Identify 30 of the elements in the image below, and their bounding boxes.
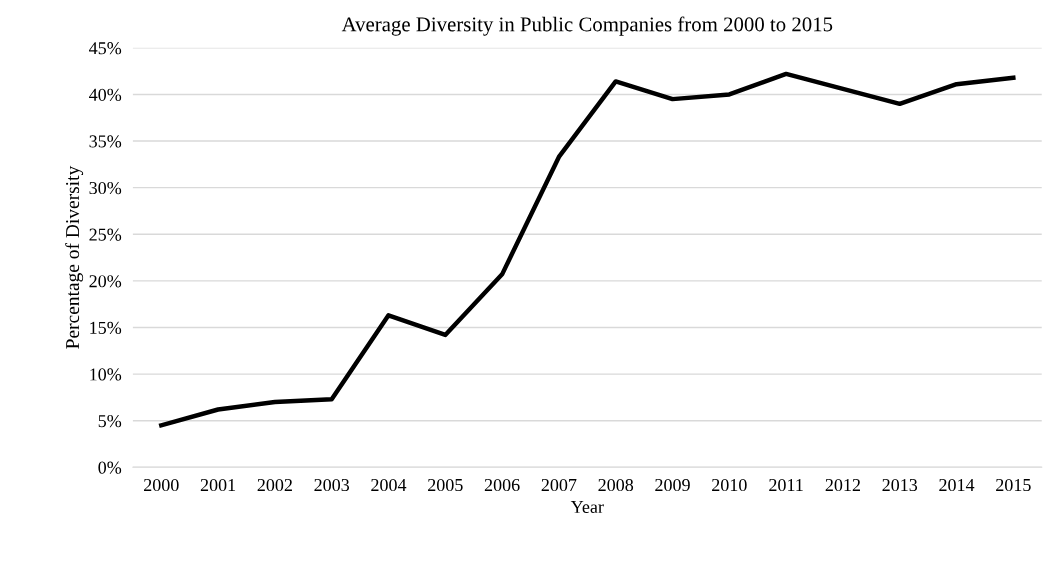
x-tick-label: 2001: [200, 478, 236, 492]
x-tick-label: 2007: [541, 478, 577, 492]
y-tick-label: 20%: [89, 275, 122, 288]
x-tick-label: 2000: [144, 478, 179, 492]
y-tick-label: 30%: [89, 181, 122, 195]
x-tick-label: 2006: [484, 478, 520, 492]
x-tick-label: 2002: [257, 478, 292, 492]
x-tick-label: 2003: [314, 478, 350, 492]
y-tick-label: 45%: [89, 42, 122, 55]
y-tick-label: 40%: [89, 88, 122, 101]
x-tick-label: 2004: [371, 478, 407, 492]
line-series: [159, 71, 1016, 428]
x-tick-label: 2005: [428, 478, 463, 492]
x-tick-label: 2009: [655, 478, 690, 492]
x-tick-label: 2013: [882, 478, 918, 492]
y-tick-label: 10%: [90, 368, 122, 381]
chart-title: Average Diversity in Public Companies from 2000 to 2015: [341, 16, 833, 36]
y-tick-label: 35%: [89, 135, 122, 148]
y-tick-label: 15%: [90, 321, 122, 334]
x-axis-title: Year: [570, 501, 604, 514]
x-tick-label: 2012: [825, 478, 860, 492]
y-tick-label: 25%: [89, 228, 122, 241]
x-tick-label: 2011: [769, 478, 803, 492]
x-tick-label: 2015: [996, 478, 1031, 492]
x-tick-label: 2010: [712, 478, 747, 492]
y-tick-label: 5%: [98, 414, 122, 428]
y-tick-label: 0%: [98, 461, 122, 474]
x-tick-label: 2008: [598, 478, 634, 492]
y-axis-title: Percentage of Diversity: [65, 165, 84, 349]
x-tick-label: 2014: [939, 478, 975, 492]
